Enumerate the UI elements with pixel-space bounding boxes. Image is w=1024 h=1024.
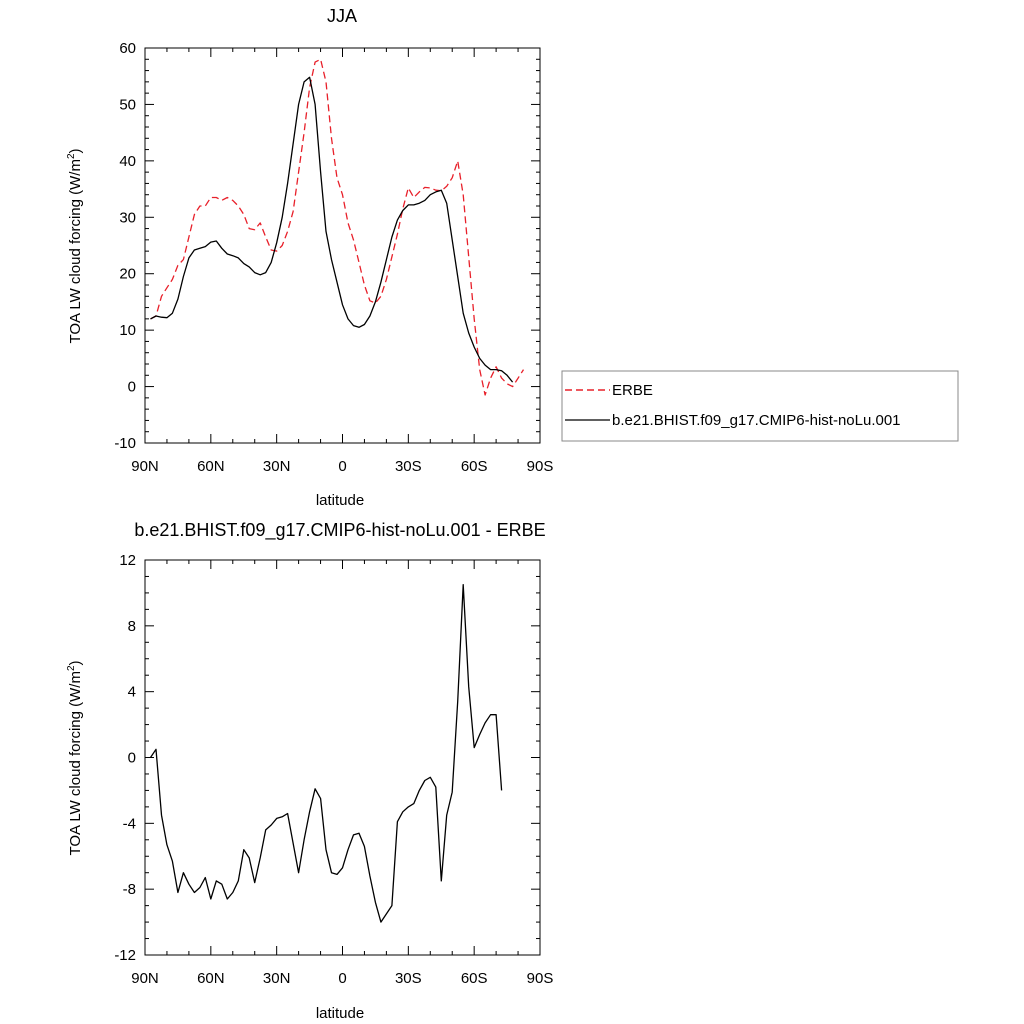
bottom-chart-ylabel: TOA LW cloud forcing (W/m2) — [66, 660, 84, 855]
top-chart-x-tick-label: 30S — [395, 458, 422, 475]
top-chart-y-tick-label: 20 — [119, 266, 136, 283]
top-chart-panel: JJA TOA LW cloud forcing (W/m2) latitude… — [66, 6, 553, 509]
bottom-chart-y-tick-label: 12 — [119, 552, 136, 569]
bottom-chart-x-tick-label: 90N — [131, 970, 159, 987]
bottom-chart-x-tick-label: 30S — [395, 970, 422, 987]
bottom-chart-title: b.e21.BHIST.f09_g17.CMIP6-hist-noLu.001 … — [134, 520, 545, 541]
bottom-chart-x-tick-label: 60S — [461, 970, 488, 987]
legend: ERBE b.e21.BHIST.f09_g17.CMIP6-hist-noLu… — [561, 370, 959, 442]
bottom-chart-x-tick-label: 30N — [263, 970, 291, 987]
bottom-chart-x-tick-label: 0 — [338, 970, 346, 987]
bottom-chart-x-tick-label: 90S — [527, 970, 554, 987]
bottom-chart-y-tick-label: -12 — [114, 947, 136, 964]
bottom-chart-y-tick-label: -4 — [123, 815, 136, 832]
top-chart-y-tick-label: 60 — [119, 40, 136, 57]
bottom-chart-series-line-0 — [149, 584, 503, 923]
legend-label-model: b.e21.BHIST.f09_g17.CMIP6-hist-noLu.001 — [612, 412, 901, 429]
bottom-chart-xlabel: latitude — [316, 1005, 364, 1022]
top-chart-plot-frame — [144, 47, 541, 444]
top-chart-x-tick-label: 60N — [197, 458, 225, 475]
bottom-chart-y-tick-label: 4 — [128, 684, 136, 701]
top-chart-series-line-0 — [150, 58, 525, 396]
top-chart-series-line-1 — [150, 76, 514, 383]
bottom-chart-y-tick-label: 0 — [128, 750, 136, 767]
top-chart-y-tick-label: -10 — [114, 435, 136, 452]
top-chart-y-tick-label: 40 — [119, 153, 136, 170]
bottom-chart-ylabel-superscript: 2 — [66, 665, 77, 671]
top-chart-x-tick-label: 90S — [527, 458, 554, 475]
top-chart-y-tick-label: 50 — [119, 96, 136, 113]
bottom-chart-x-tick-label: 60N — [197, 970, 225, 987]
top-chart-xlabel: latitude — [316, 492, 364, 509]
bottom-chart-plot-frame — [144, 559, 541, 956]
bottom-chart-y-tick-label: -8 — [123, 881, 136, 898]
top-chart-ylabel-superscript: 2 — [66, 153, 77, 159]
legend-label-erbe: ERBE — [612, 382, 653, 399]
top-chart-y-tick-label: 30 — [119, 209, 136, 226]
top-chart-y-tick-label: 10 — [119, 322, 136, 339]
top-chart-x-tick-label: 60S — [461, 458, 488, 475]
top-chart-y-tick-label: 0 — [128, 379, 136, 396]
top-chart-ylabel: TOA LW cloud forcing (W/m2) — [66, 148, 84, 343]
legend-box — [561, 370, 959, 442]
top-chart-title: JJA — [327, 6, 357, 26]
bottom-chart-panel: b.e21.BHIST.f09_g17.CMIP6-hist-noLu.001 … — [66, 520, 553, 1022]
bottom-chart-y-tick-label: 8 — [128, 618, 136, 635]
top-chart-x-tick-label: 0 — [338, 458, 346, 475]
top-chart-x-tick-label: 90N — [131, 458, 159, 475]
top-chart-x-tick-label: 30N — [263, 458, 291, 475]
